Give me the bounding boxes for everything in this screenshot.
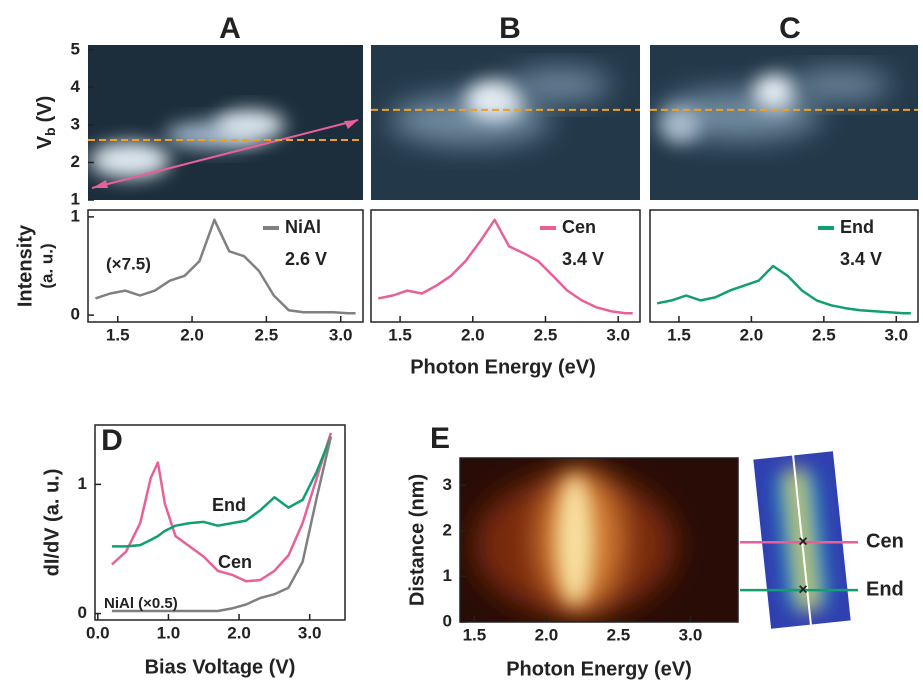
stm-image-a bbox=[88, 45, 363, 200]
legend-note: 3.4 V bbox=[562, 249, 604, 269]
panel-label: D bbox=[101, 424, 123, 457]
x-axis-label: Bias Voltage (V) bbox=[145, 656, 296, 678]
x-tick-label: 3.0 bbox=[679, 625, 703, 644]
legend-note: 2.6 V bbox=[285, 249, 327, 269]
plot-frame bbox=[649, 209, 919, 323]
y-tick-label: 3 bbox=[443, 475, 452, 494]
x-tick-label: 3.0 bbox=[606, 325, 630, 344]
x-tick-label: 2.5 bbox=[607, 625, 631, 644]
panel-label: E bbox=[430, 422, 450, 455]
x-axis-label: Photon Energy (eV) bbox=[410, 356, 596, 378]
annotation: (×7.5) bbox=[106, 254, 151, 273]
panel-label: B bbox=[499, 12, 521, 45]
series-line bbox=[111, 436, 333, 613]
y-axis-label: Vb (V) bbox=[34, 96, 57, 150]
plot-frame bbox=[87, 209, 364, 323]
x-tick-label: 2.5 bbox=[534, 325, 558, 344]
position-label: Cen bbox=[866, 531, 904, 553]
x-tick-label: 1.5 bbox=[463, 625, 487, 644]
panel-label: C bbox=[779, 12, 801, 45]
plot-frame bbox=[459, 457, 739, 623]
series-label: NiAl (×0.5) bbox=[104, 595, 178, 612]
y-axis-label-sub: b bbox=[42, 127, 58, 136]
series-line bbox=[111, 436, 333, 548]
x-tick-label: 0.0 bbox=[86, 623, 110, 642]
x-tick-label: 1.5 bbox=[388, 325, 412, 344]
series-line bbox=[656, 264, 911, 315]
x-tick-label: 2.5 bbox=[812, 325, 836, 344]
y-tick-label: 4 bbox=[71, 77, 81, 96]
y-tick-label: 0 bbox=[78, 603, 87, 622]
molecule-diagram bbox=[753, 450, 851, 630]
arrow-head bbox=[344, 120, 358, 129]
y-tick-label: 0 bbox=[443, 611, 452, 630]
position-cross: × bbox=[798, 533, 807, 550]
heatmap-image bbox=[460, 458, 738, 622]
series-label: Cen bbox=[218, 552, 252, 572]
y-axis-label: Distance (nm) bbox=[406, 474, 428, 606]
y-axis-label-main: V bbox=[34, 135, 56, 149]
x-tick-label: 1.5 bbox=[667, 325, 691, 344]
plot-frame bbox=[370, 209, 641, 323]
series-line bbox=[378, 218, 633, 315]
x-tick-label: 2.0 bbox=[461, 325, 485, 344]
y-tick-label: 3 bbox=[71, 114, 80, 133]
position-cross: × bbox=[798, 581, 807, 598]
y-tick-label: 1 bbox=[71, 189, 80, 208]
x-tick-label: 3.0 bbox=[298, 623, 322, 642]
y-tick-label: 1 bbox=[443, 566, 452, 585]
x-axis-label: Photon Energy (eV) bbox=[506, 658, 692, 680]
x-tick-label: 2.5 bbox=[255, 325, 279, 344]
x-tick-label: 2.0 bbox=[740, 325, 764, 344]
legend-label: NiAl bbox=[285, 217, 321, 237]
stm-image-b bbox=[371, 45, 640, 200]
x-tick-label: 2.0 bbox=[227, 623, 251, 642]
x-tick-label: 1.5 bbox=[106, 325, 130, 344]
y-tick-label: 1 bbox=[78, 474, 87, 493]
series-line bbox=[111, 432, 333, 583]
x-tick-label: 3.0 bbox=[884, 325, 908, 344]
y-axis-label: Intensity bbox=[14, 224, 36, 307]
y-axis-label-unit: (V) bbox=[34, 96, 56, 123]
legend-note: 3.4 V bbox=[840, 249, 882, 269]
x-tick-label: 2.0 bbox=[180, 325, 204, 344]
position-label: End bbox=[866, 578, 904, 600]
panel-label: A bbox=[219, 12, 241, 45]
y-axis-label-unit: (a. u.) bbox=[37, 243, 56, 288]
plot-frame bbox=[94, 424, 346, 621]
y-axis-label: dI/dV (a. u.) bbox=[41, 469, 63, 577]
x-tick-label: 3.0 bbox=[329, 325, 353, 344]
series-label: End bbox=[212, 495, 246, 515]
x-tick-label: 2.0 bbox=[535, 625, 559, 644]
stm-image-c bbox=[650, 45, 918, 200]
legend-label: End bbox=[840, 217, 874, 237]
y-tick-label: 2 bbox=[443, 520, 452, 539]
series-line bbox=[95, 218, 356, 315]
y-tick-label: 5 bbox=[71, 39, 80, 58]
x-tick-label: 1.0 bbox=[157, 623, 181, 642]
legend-label: Cen bbox=[562, 217, 596, 237]
y-tick-label: 0 bbox=[71, 305, 80, 324]
y-tick-label: 1 bbox=[71, 206, 80, 225]
y-tick-label: 2 bbox=[71, 152, 80, 171]
